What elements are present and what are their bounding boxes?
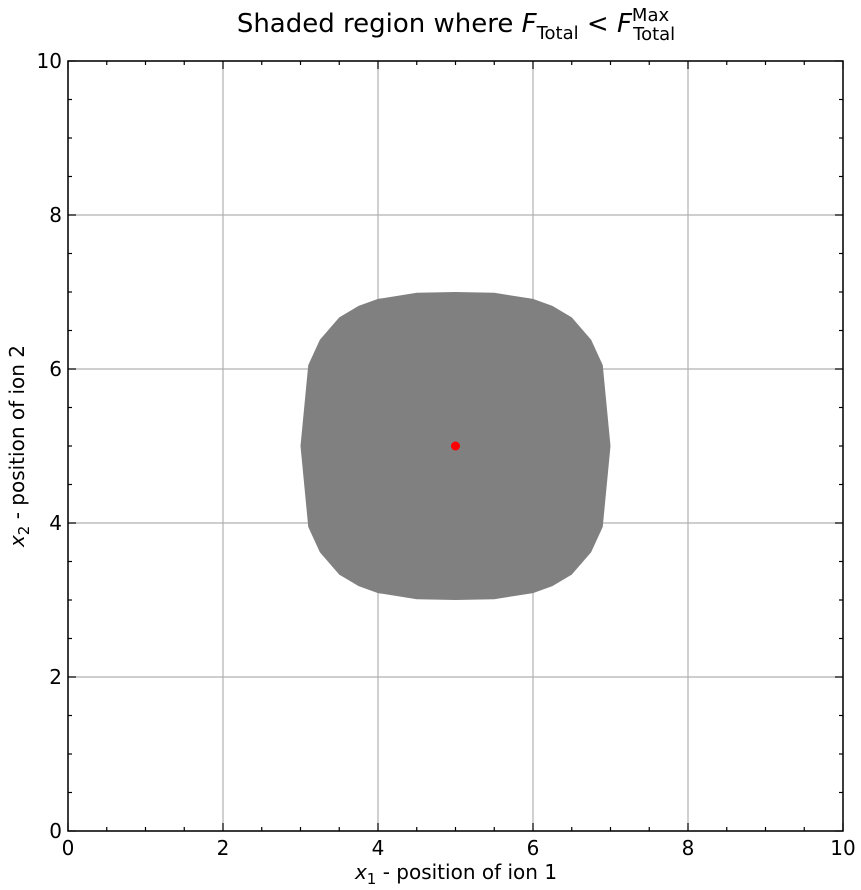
label-part: 2 — [15, 526, 33, 536]
title-part: Shaded region where — [237, 9, 522, 39]
label-part: - position of ion 1 — [376, 860, 557, 884]
x-tick-label: 8 — [682, 836, 695, 860]
y-tick-label: 8 — [49, 203, 62, 227]
chart-title: Shaded region where FTotal < FMax Total — [237, 5, 675, 45]
y-axis-label: x2 - position of ion 2 — [5, 345, 33, 548]
title-part: Max — [632, 5, 670, 26]
label-part: - position of ion 2 — [5, 345, 29, 526]
y-tick-label: 4 — [49, 511, 62, 535]
label-part: 1 — [367, 870, 377, 888]
y-tick-label: 6 — [49, 357, 62, 381]
title-part: Total — [536, 23, 579, 44]
y-tick-label: 10 — [37, 49, 62, 73]
x-axis-label: x1 - position of ion 1 — [354, 860, 557, 888]
y-tick-label: 0 — [49, 819, 62, 843]
title-part: F — [617, 9, 633, 39]
x-tick-label: 10 — [830, 836, 855, 860]
y-tick-label: 2 — [49, 665, 62, 689]
x-tick-label: 6 — [527, 836, 540, 860]
title-part: < — [579, 9, 617, 39]
title-part: Total — [632, 24, 675, 45]
x-tick-label: 2 — [217, 836, 230, 860]
x-tick-label: 4 — [372, 836, 385, 860]
label-part: x — [5, 535, 29, 548]
x-tick-label: 0 — [62, 836, 75, 860]
title-part: F — [522, 9, 538, 39]
center-point — [451, 441, 460, 451]
label-part: x — [354, 860, 367, 884]
